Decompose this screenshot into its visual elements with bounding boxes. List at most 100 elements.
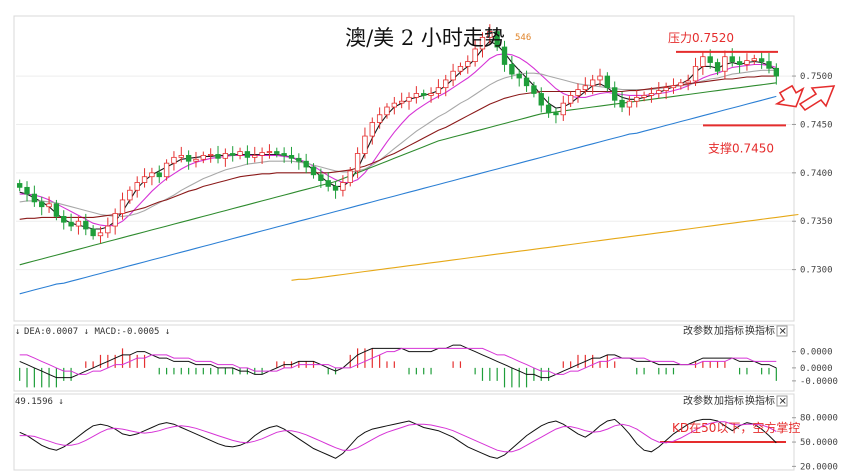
candle-body <box>68 221 74 227</box>
up-right-arrow-icon <box>798 85 836 112</box>
candle-body <box>340 182 346 191</box>
add-indicator-button[interactable]: 加指标 <box>714 394 744 407</box>
candle <box>494 27 500 51</box>
candle-body <box>487 31 493 38</box>
ma-line-ma20 <box>19 69 777 217</box>
y-tick-label: 0.7400 <box>800 169 833 179</box>
candle-body <box>648 93 655 96</box>
candle <box>90 225 96 240</box>
candle-body <box>296 157 302 162</box>
candle-body <box>656 90 662 94</box>
candle <box>178 146 184 163</box>
main-panel-frame <box>13 15 795 322</box>
candle-body <box>612 87 618 101</box>
candle <box>501 40 508 72</box>
candle-body <box>670 85 677 89</box>
candle <box>736 56 743 73</box>
candle <box>744 53 750 71</box>
switch-indicator-button[interactable]: 换指标 <box>745 394 775 407</box>
candle-body <box>406 96 412 102</box>
kd-panel-frame <box>13 393 795 471</box>
candle-body <box>119 199 126 214</box>
candle-body <box>531 85 537 94</box>
candle-body <box>259 152 265 156</box>
candle <box>604 72 611 92</box>
candle-body <box>178 155 184 158</box>
dif-line <box>19 344 777 379</box>
candle <box>575 83 581 103</box>
add-indicator-button[interactable]: 加指标 <box>714 324 744 337</box>
candle <box>413 86 420 104</box>
candle <box>105 217 111 238</box>
candle <box>487 24 493 44</box>
candle-body <box>457 65 464 72</box>
candle <box>303 153 309 174</box>
candle <box>384 103 390 119</box>
candle-body <box>303 160 309 168</box>
candle-body <box>171 156 177 164</box>
close-icon-frame <box>776 395 788 407</box>
support-label: 支撑0.7450 <box>708 140 774 155</box>
candle-body <box>105 225 111 234</box>
candle <box>597 68 603 87</box>
candle-body <box>149 172 155 178</box>
candle-body <box>163 162 170 178</box>
close-icon[interactable]: ✕ <box>779 327 787 338</box>
grid <box>16 75 792 271</box>
candle-body <box>362 135 368 154</box>
candle <box>612 81 618 108</box>
candle-body <box>39 201 45 208</box>
candle <box>641 91 647 102</box>
candle-body <box>318 174 324 181</box>
candle-body <box>523 77 530 87</box>
candle <box>619 91 625 113</box>
candle-body <box>16 183 23 188</box>
macd-panel: 0.0000 0.0000 -0.0000 <box>19 344 838 388</box>
candle <box>391 96 398 115</box>
change-params-button[interactable]: 改参数 <box>683 324 713 337</box>
candle-body <box>252 155 258 158</box>
candle-body <box>215 154 221 159</box>
candle <box>531 81 537 98</box>
candle-body <box>685 80 691 84</box>
change-params-button[interactable]: 改参数 <box>683 394 713 407</box>
close-icon[interactable]: ✕ <box>779 397 787 408</box>
candle-body <box>700 56 706 67</box>
k-line <box>19 418 777 459</box>
candle <box>24 181 30 202</box>
candle-body <box>46 203 52 208</box>
candle <box>215 145 221 164</box>
candle-body <box>465 61 471 67</box>
candle <box>185 150 192 170</box>
candle <box>516 69 522 87</box>
macd-tick-label: 0.0000 <box>800 348 833 358</box>
panel-frames <box>13 15 795 471</box>
candle-body <box>398 100 405 104</box>
candle-body <box>266 151 273 153</box>
support-resistance: 压力0.7520 支撑0.7450 <box>668 31 786 155</box>
candle-body <box>479 36 486 50</box>
kd-tick-label: 20.0000 <box>800 462 838 472</box>
candle <box>421 89 427 100</box>
candle-body <box>634 96 640 102</box>
candle <box>354 147 361 179</box>
candle-body <box>545 104 552 114</box>
candle <box>670 78 677 94</box>
candle-body <box>237 151 243 156</box>
switch-indicator-button[interactable]: 换指标 <box>745 324 775 337</box>
candle <box>406 92 412 110</box>
chart-title: 澳/美 2 小时走势 <box>345 26 505 50</box>
candle <box>340 175 346 197</box>
candle-body <box>501 46 508 65</box>
candle <box>428 87 434 103</box>
candle <box>479 32 486 58</box>
candle-body <box>663 87 669 91</box>
candle-body <box>332 185 339 191</box>
candle <box>288 146 295 164</box>
candle <box>310 163 317 179</box>
candle-body <box>391 102 398 108</box>
candle <box>61 210 67 230</box>
candle-body <box>112 213 118 227</box>
candle-body <box>244 151 251 158</box>
candle-body <box>758 58 765 62</box>
